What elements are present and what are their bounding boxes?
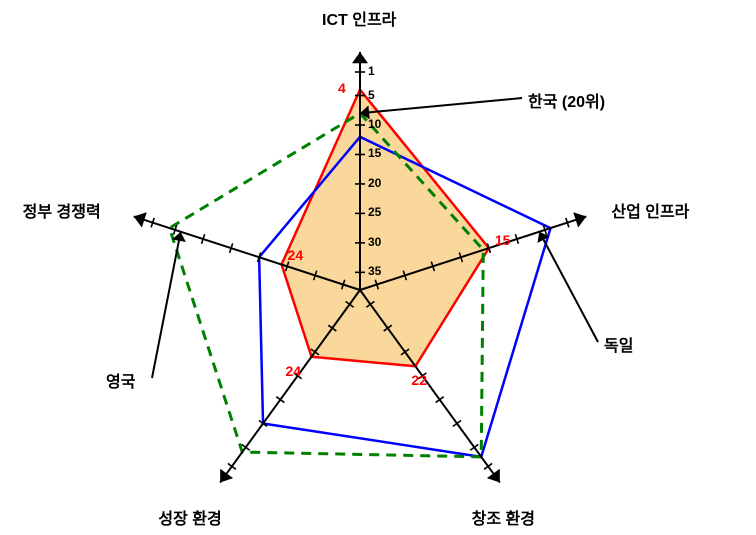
- value-label-ind: 15: [495, 232, 511, 248]
- tick-label: 20: [368, 176, 381, 190]
- value-label-cre: 22: [411, 372, 427, 388]
- tick-label: 1: [368, 64, 375, 78]
- tick: [470, 444, 478, 450]
- tick: [276, 397, 284, 403]
- radar-chart: 15101520253035ICT 인프라산업 인프라창조 환경성장 환경정부 …: [0, 0, 756, 535]
- value-label-grow: 24: [286, 363, 302, 379]
- tick: [453, 421, 461, 427]
- value-label-gov: 24: [288, 247, 304, 263]
- tick: [436, 397, 444, 403]
- tick-label: 35: [368, 264, 381, 278]
- axis-arrow-ict: [352, 52, 368, 63]
- legend-uk: 영국: [106, 368, 135, 392]
- axis-label-cre: 창조 환경: [472, 505, 535, 529]
- tick-label: 10: [368, 117, 381, 131]
- legend-korea: 한국 (20위): [528, 88, 605, 112]
- callout-line-korea: [360, 98, 522, 113]
- axis-arrow-cre: [487, 469, 500, 483]
- tick: [484, 463, 492, 469]
- tick-label: 25: [368, 205, 381, 219]
- axis-label-grow: 성장 환경: [158, 505, 221, 529]
- value-label-ict: 4: [338, 80, 346, 96]
- axis-arrow-grow: [220, 469, 233, 483]
- legend-germany: 독일: [604, 332, 633, 356]
- axis-label-ind: 산업 인프라: [611, 198, 689, 222]
- tick-label: 15: [368, 146, 381, 160]
- axis-label-ict: ICT 인프라: [322, 6, 396, 30]
- tick: [228, 463, 236, 469]
- callout-line-uk: [152, 232, 181, 378]
- axis-label-gov: 정부 경쟁력: [23, 198, 101, 222]
- callout-line-germany: [539, 232, 598, 342]
- tick-label: 30: [368, 235, 381, 249]
- tick-label: 5: [368, 88, 375, 102]
